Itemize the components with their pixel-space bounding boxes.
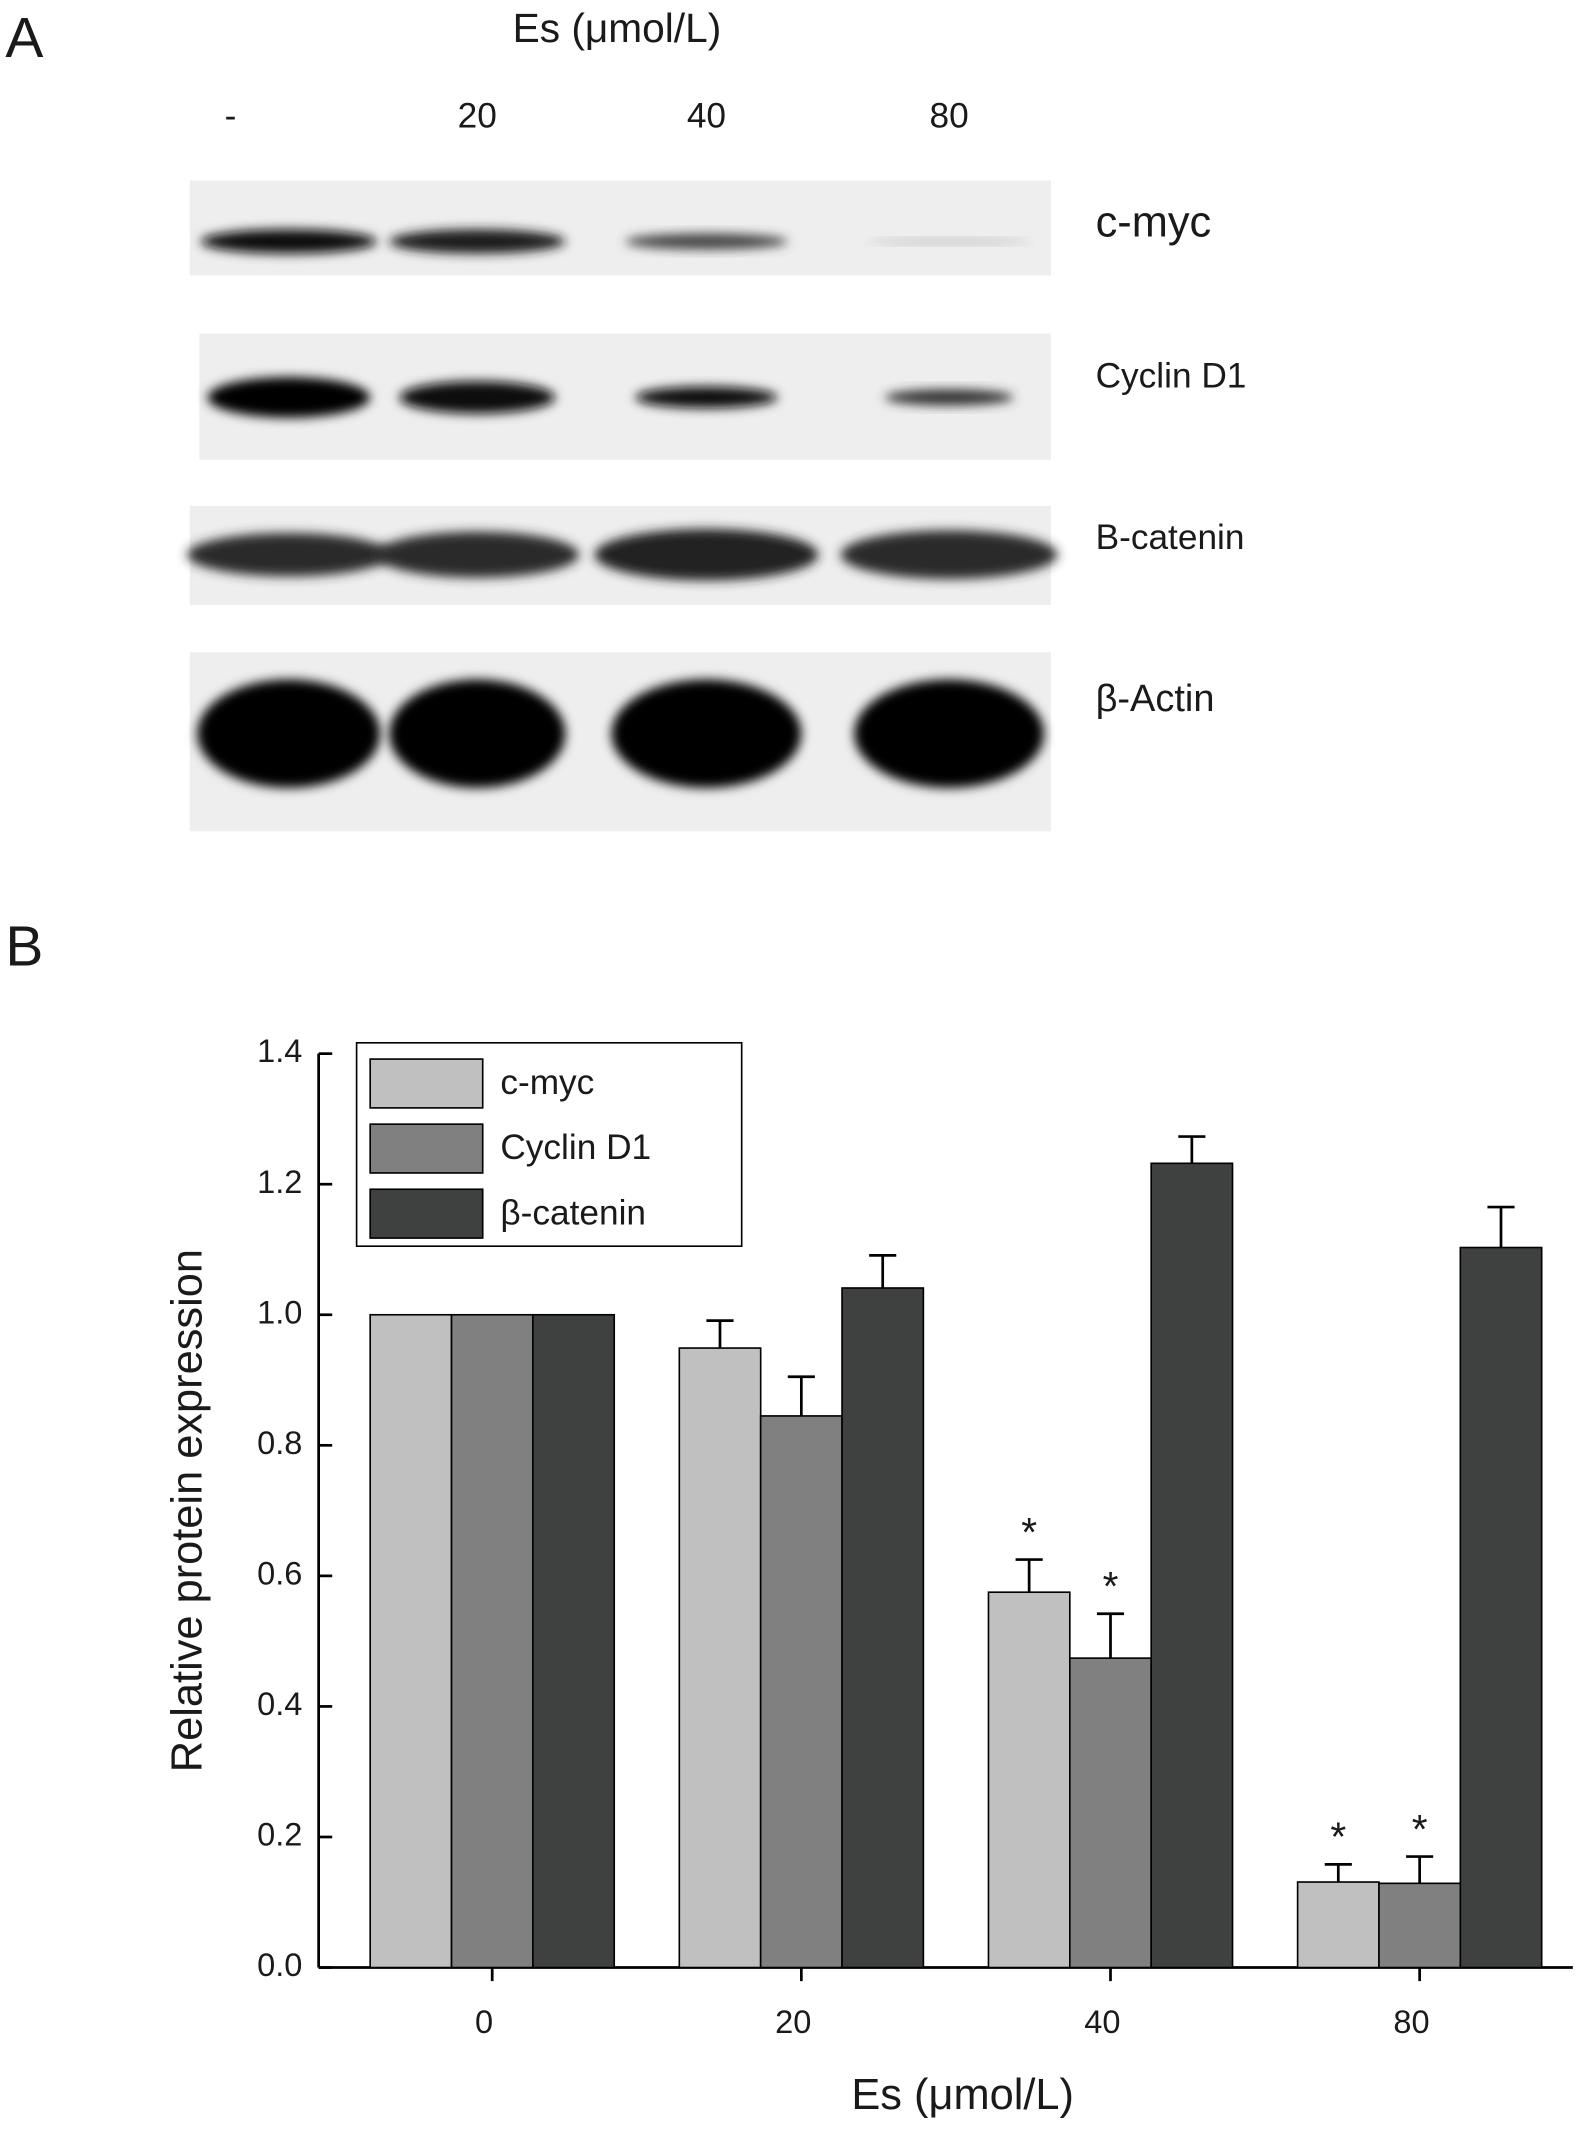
y-tick-label: 1.2 — [257, 1164, 302, 1200]
significance-marker: * — [1412, 1806, 1428, 1852]
bar — [759, 1415, 843, 1969]
legend-label: Cyclin D1 — [500, 1128, 651, 1167]
bar — [1296, 1881, 1380, 1969]
y-tick-label: 0.4 — [257, 1686, 302, 1722]
blot-band — [635, 386, 778, 409]
bar — [1069, 1657, 1152, 1969]
lane-label: 80 — [930, 96, 969, 135]
significance-marker: * — [1330, 1814, 1346, 1860]
error-bar — [869, 1254, 897, 1288]
blot-header: Es (μmol/L) — [513, 5, 722, 51]
band-label: β-Actin — [1096, 678, 1215, 720]
blot-band — [884, 389, 1014, 406]
significance-marker: * — [1021, 1509, 1037, 1555]
y-axis-label: Relative protein expression — [163, 1249, 211, 1772]
error-bar — [1487, 1205, 1515, 1248]
x-tick-label: 20 — [775, 2004, 811, 2040]
error-bar — [787, 1375, 815, 1416]
blot-band — [611, 679, 802, 788]
blot-band — [840, 530, 1058, 580]
blot-band — [594, 528, 819, 581]
blot-band — [389, 229, 566, 254]
bar — [678, 1347, 762, 1969]
significance-marker: * — [1103, 1563, 1119, 1609]
blot-band — [854, 679, 1045, 788]
legend-label: β-catenin — [500, 1193, 646, 1232]
bar — [841, 1287, 925, 1969]
legend-label: c-myc — [500, 1063, 594, 1102]
bar — [1459, 1246, 1543, 1969]
panel-label: B — [5, 915, 43, 979]
y-tick-label: 1.0 — [257, 1294, 302, 1330]
x-tick-label: 40 — [1084, 2004, 1120, 2040]
error-bar — [1015, 1558, 1043, 1593]
blot-band — [375, 531, 579, 578]
lane-label: 40 — [687, 96, 726, 135]
error-bar — [1096, 1612, 1125, 1659]
blot-background — [189, 180, 1051, 276]
western-blot: - 20 40 80 c-myc Cyclin D1 B-catenin β-Actin — [187, 96, 1247, 832]
blot-band — [389, 679, 566, 788]
y-tick-label: 0.0 — [257, 1947, 302, 1983]
bar — [369, 1313, 453, 1969]
legend-swatch — [369, 1123, 484, 1174]
blot-band — [197, 679, 381, 788]
blot-band — [200, 229, 377, 254]
blot-band — [867, 238, 1031, 245]
legend-swatch — [369, 1058, 484, 1109]
blot-band — [399, 381, 556, 414]
x-axis-label: Es (μmol/L) — [851, 2071, 1074, 2119]
band-label: B-catenin — [1096, 518, 1245, 557]
lane-label: 20 — [458, 96, 497, 135]
error-bar — [1406, 1855, 1434, 1884]
x-tick-label: 0 — [475, 2004, 493, 2040]
bar-chart: 0.0 0.2 0.4 0.6 0.8 1.0 1.2 1.4 Relative protein… — [163, 1033, 1573, 2119]
bar — [987, 1591, 1071, 1969]
x-tick-label: 80 — [1393, 2004, 1429, 2040]
y-tick-label: 0.6 — [257, 1555, 302, 1591]
error-bar — [1324, 1863, 1352, 1883]
bar — [1150, 1162, 1234, 1969]
legend-swatch — [369, 1188, 484, 1239]
error-bar — [1178, 1135, 1206, 1164]
y-tick-label: 0.8 — [257, 1425, 302, 1461]
blot-band — [187, 532, 391, 577]
band-label: c-myc — [1096, 199, 1212, 247]
band-label: Cyclin D1 — [1096, 357, 1247, 396]
panel-label: A — [5, 6, 43, 70]
bar — [450, 1313, 534, 1969]
bar — [532, 1313, 616, 1969]
error-bar — [706, 1319, 734, 1349]
blot-band — [207, 377, 371, 418]
y-tick-label: 1.4 — [257, 1033, 302, 1069]
lane-label: - — [225, 96, 237, 135]
y-tick-label: 0.2 — [257, 1817, 302, 1853]
bar — [1378, 1882, 1462, 1969]
blot-band — [625, 233, 788, 250]
